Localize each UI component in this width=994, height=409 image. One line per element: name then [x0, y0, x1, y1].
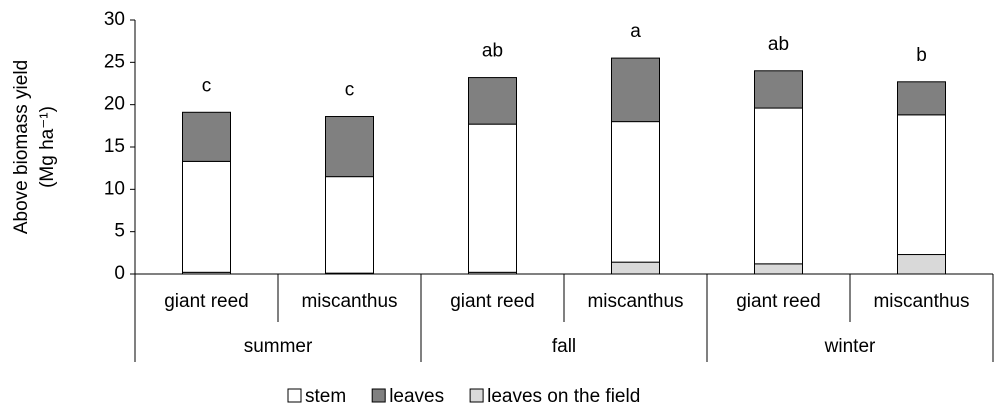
y-tick-label: 10	[104, 178, 125, 199]
bar-segment	[182, 111, 231, 162]
legend-swatch	[469, 388, 484, 403]
legend-label: leaves	[389, 386, 444, 407]
bar-segment	[325, 116, 374, 178]
y-axis-label: Above biomass yield	[11, 60, 32, 234]
x-tick-label: miscanthus	[301, 291, 397, 312]
bar-segment	[754, 107, 803, 265]
bar-segment	[754, 263, 803, 275]
significance-label: b	[916, 45, 927, 66]
x-tick-label: miscanthus	[587, 291, 683, 312]
legend-swatch	[287, 388, 302, 403]
bar-segment	[182, 160, 231, 273]
x-tick-label: giant reed	[736, 291, 821, 312]
bar-segment	[897, 114, 946, 256]
y-axis-unit: (Mg ha⁻¹)	[37, 106, 58, 188]
y-tick-label: 25	[104, 51, 125, 72]
x-tick-label: giant reed	[450, 291, 535, 312]
bar-segment	[897, 254, 946, 275]
bar-segment	[611, 261, 660, 275]
bar-segment	[897, 81, 946, 116]
y-tick-label: 5	[114, 221, 125, 242]
legend-label: leaves on the field	[487, 386, 640, 407]
significance-label: c	[202, 75, 212, 96]
y-tick-label: 0	[114, 263, 125, 284]
bar-segment	[754, 70, 803, 109]
bar-segment	[611, 121, 660, 263]
significance-label: ab	[768, 34, 789, 55]
y-tick-label: 30	[104, 9, 125, 30]
bar-segment	[611, 57, 660, 123]
bar-segment	[468, 123, 517, 273]
y-tick-label: 15	[104, 136, 125, 157]
significance-label: c	[345, 80, 355, 101]
bar-segment	[325, 176, 374, 274]
x-tick-label: miscanthus	[873, 291, 969, 312]
group-label: fall	[552, 336, 576, 357]
group-label: summer	[244, 336, 313, 357]
significance-label: ab	[482, 41, 503, 62]
significance-label: a	[630, 21, 641, 42]
legend-label: stem	[305, 386, 346, 407]
y-tick-label: 20	[104, 94, 125, 115]
group-label: winter	[824, 336, 876, 357]
bar-segment	[468, 77, 517, 125]
legend-swatch	[371, 388, 386, 403]
y-axis-title: Above biomass yield (Mg ha⁻¹)	[11, 60, 58, 234]
x-tick-label: giant reed	[164, 291, 249, 312]
